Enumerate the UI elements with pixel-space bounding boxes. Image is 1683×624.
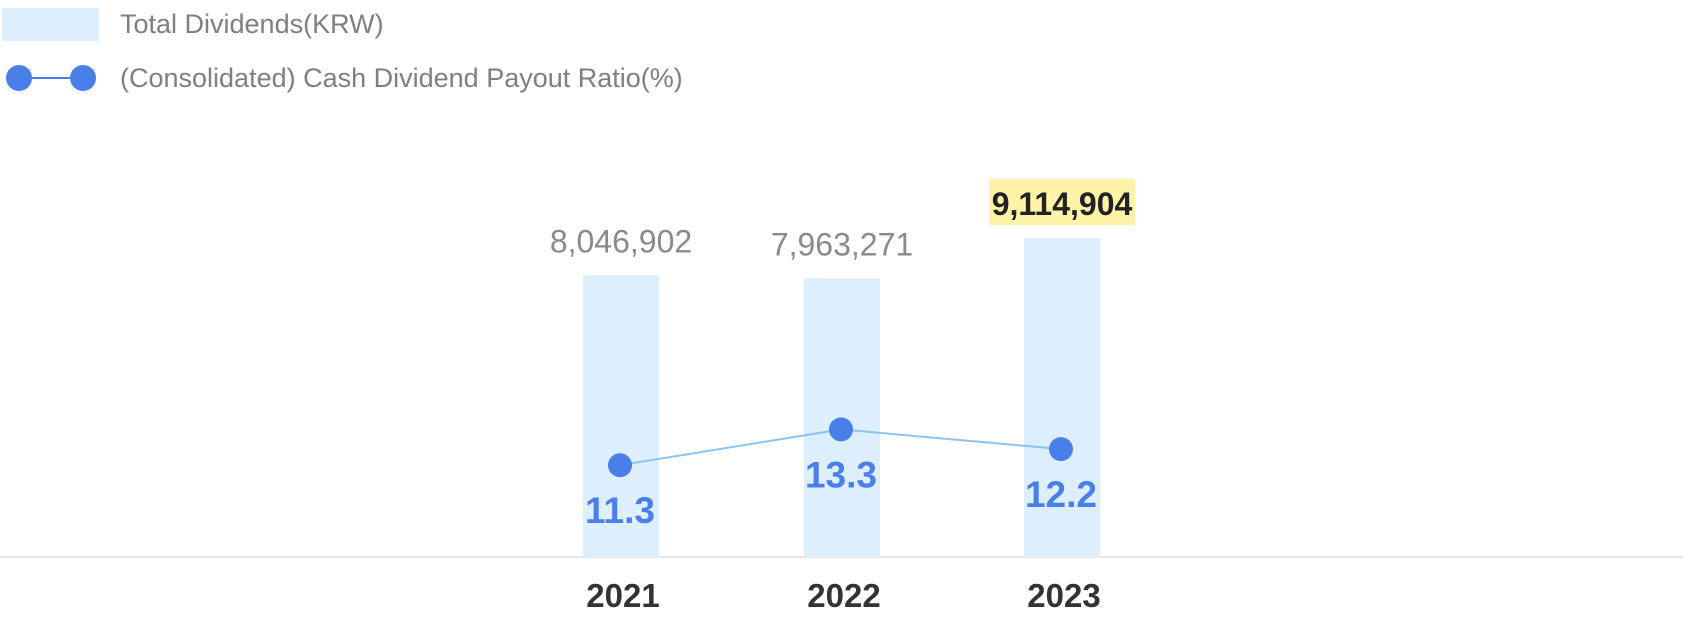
ratio-point-2021 [608,453,632,478]
legend-label-payout-ratio: (Consolidated) Cash Dividend Payout Rati… [120,62,683,93]
ratio-label-2022: 13.3 [805,454,877,495]
x-tick-label-2022: 2022 [807,577,880,614]
legend-line-swatch [4,63,104,93]
bar-value-highlight-bg [989,179,1135,225]
legend-bar-swatch [2,7,99,41]
legend-item-total-dividends: Total Dividends(KRW) [0,4,384,44]
ratio-point-2023 [1049,437,1073,462]
bar-2023 [1024,238,1100,557]
x-tick-label-2021: 2021 [586,577,659,614]
ratio-label-2023: 12.2 [1025,474,1097,515]
bar-value-label-2023: 9,114,904 [992,186,1133,222]
legend-item-payout-ratio: (Consolidated) Cash Dividend Payout Rati… [0,58,683,98]
x-tick-label-2023: 2023 [1027,577,1100,614]
ratio-label-2021: 11.3 [585,490,655,531]
ratio-point-2022 [829,417,853,442]
chart-legend: Total Dividends(KRW) (Consolidated) Cash… [0,0,900,110]
bar-value-label-2022: 7,963,271 [771,226,913,262]
bar-value-label-2021: 8,046,902 [550,223,692,259]
legend-label-total-dividends: Total Dividends(KRW) [120,8,384,39]
bar-2021 [583,275,659,557]
